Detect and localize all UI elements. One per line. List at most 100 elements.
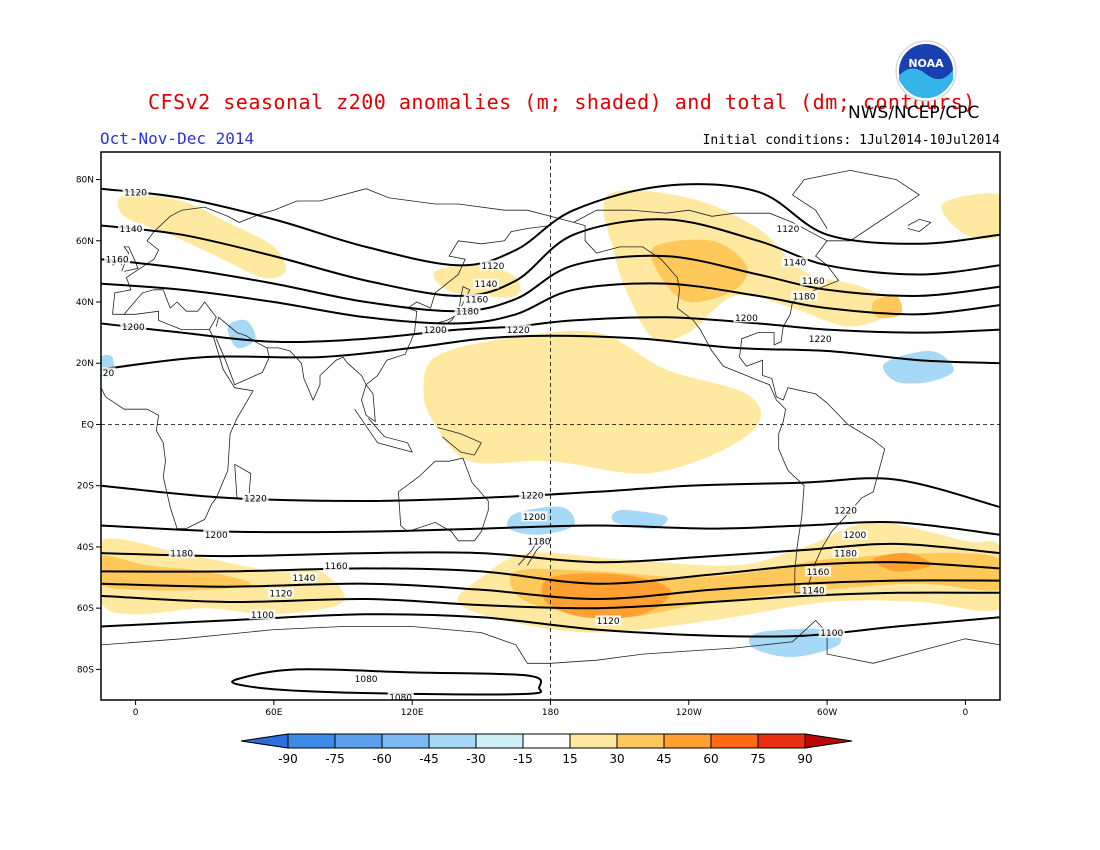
agency-label: NWS/NCEP/CPC bbox=[848, 103, 980, 123]
contour-label-bg bbox=[353, 673, 380, 684]
lat-label: 40S bbox=[77, 543, 94, 553]
colorbar: -90 -75 -60 -45 -30 -15 15 30 45 60 75 90 bbox=[240, 733, 853, 766]
coastline bbox=[398, 457, 489, 542]
contour-line bbox=[101, 561, 1000, 585]
colorbar-tick-label: -45 bbox=[419, 752, 439, 766]
lon-label: 120W bbox=[676, 708, 702, 718]
noaa-logo-icon: NOAA bbox=[895, 40, 957, 102]
coastline bbox=[112, 289, 217, 330]
contour-label-bg bbox=[104, 254, 131, 265]
contour-label-bg bbox=[117, 223, 144, 234]
contour-label: 1180 bbox=[793, 292, 816, 302]
contour-label: 1140 bbox=[120, 225, 143, 235]
contour-label-bg bbox=[203, 529, 230, 540]
colorbar-arrow-left bbox=[240, 733, 289, 749]
anomaly-region bbox=[941, 193, 1000, 240]
colorbar-tick-label: 15 bbox=[562, 752, 577, 766]
noaa-logo-text: NOAA bbox=[908, 57, 944, 70]
contour-label: 1140 bbox=[802, 586, 825, 596]
contour-label: 1220 bbox=[809, 335, 832, 345]
colorbar-tick-label: 30 bbox=[609, 752, 624, 766]
coastline bbox=[354, 408, 413, 453]
lat-label: 80N bbox=[76, 176, 94, 186]
season-label: Oct-Nov-Dec 2014 bbox=[100, 129, 255, 148]
contour-label-bg bbox=[101, 367, 116, 378]
coastline bbox=[101, 329, 254, 529]
contour-label-bg bbox=[290, 572, 317, 583]
contour-label-bg bbox=[249, 609, 276, 620]
coastline bbox=[101, 619, 1000, 664]
contour-line bbox=[101, 282, 1000, 325]
contour-label-bg bbox=[525, 535, 552, 546]
anomaly-region bbox=[117, 194, 286, 279]
map-axes: 80N 60N 40N 20N EQ 20S 40S 60S 80S 0 60E 120E 180 120… bbox=[76, 176, 969, 718]
coastline bbox=[112, 188, 574, 315]
contour-label: 1080 bbox=[355, 675, 378, 685]
contour-label-bg bbox=[807, 333, 834, 344]
coastlines bbox=[101, 169, 1000, 664]
lon-label: 0 bbox=[133, 708, 139, 718]
colorbar-swatch bbox=[757, 733, 806, 749]
contour-label-bg bbox=[454, 306, 481, 317]
contour-label-bg bbox=[791, 290, 818, 301]
contour-label-bg bbox=[122, 186, 149, 197]
anomaly-region bbox=[101, 555, 251, 591]
lat-label: 60S bbox=[77, 604, 94, 614]
colorbar-swatch bbox=[334, 733, 383, 749]
contour-label-bg bbox=[422, 324, 449, 335]
contour-label: 1160 bbox=[806, 568, 829, 578]
contour-label: 1220 bbox=[507, 326, 530, 336]
contour-label: 1120 bbox=[776, 225, 799, 235]
height-contours bbox=[101, 183, 1000, 696]
lon-label: 180 bbox=[542, 708, 559, 718]
contour-line bbox=[101, 521, 1000, 536]
contour-label-bg bbox=[595, 615, 622, 626]
coastline bbox=[791, 169, 921, 242]
contour-label-bg bbox=[387, 691, 414, 700]
contour-label: 1140 bbox=[783, 259, 806, 269]
colorbar-swatch bbox=[381, 733, 430, 749]
lon-label: 120E bbox=[401, 708, 424, 718]
lon-label: 60W bbox=[817, 708, 837, 718]
contour-label: 1180 bbox=[456, 308, 479, 318]
contour-label-bg bbox=[841, 529, 868, 540]
contour-label: 1140 bbox=[292, 574, 315, 584]
contour-label: 1100 bbox=[820, 629, 843, 639]
reference-lines bbox=[101, 152, 1000, 700]
colorbar-swatch bbox=[475, 733, 524, 749]
contour-label: 1120 bbox=[597, 617, 620, 627]
contour-label-bg bbox=[781, 257, 808, 268]
colorbar-swatch bbox=[428, 733, 477, 749]
coastline bbox=[121, 246, 139, 272]
anomaly-region bbox=[611, 510, 668, 529]
contour-label: 1220 bbox=[521, 491, 544, 501]
lon-label: 60E bbox=[265, 708, 282, 718]
coastline bbox=[435, 286, 471, 330]
contour-label: 1200 bbox=[424, 326, 447, 336]
contour-label-bg bbox=[521, 511, 548, 522]
contour-label-bg bbox=[168, 548, 195, 559]
colorbar-swatch bbox=[663, 733, 712, 749]
lat-label: 60N bbox=[76, 237, 94, 247]
contour-line bbox=[231, 668, 543, 696]
lat-label: 40N bbox=[76, 298, 94, 308]
contour-label: 1180 bbox=[834, 550, 857, 560]
coastline bbox=[437, 427, 482, 456]
contour-label: 1200 bbox=[205, 531, 228, 541]
coastline bbox=[267, 225, 551, 423]
contour-label: 1120 bbox=[269, 589, 292, 599]
colorbar-arrow-right bbox=[804, 733, 853, 749]
contour-label-bg bbox=[832, 548, 859, 559]
colorbar-swatch bbox=[616, 733, 665, 749]
anomaly-region bbox=[603, 190, 897, 342]
colorbar-swatch bbox=[710, 733, 759, 749]
contour-label: 1200 bbox=[843, 531, 866, 541]
contour-label-bg bbox=[505, 324, 532, 335]
initial-conditions-label: Initial conditions: 1Jul2014-10Jul2014 bbox=[702, 133, 1000, 148]
contour-label: 1160 bbox=[465, 295, 488, 305]
contour-label: 1120 bbox=[481, 262, 504, 272]
colorbar-tick-label: 90 bbox=[797, 752, 812, 766]
contour-label: 1220 bbox=[244, 494, 267, 504]
colorbar-tick-label: 60 bbox=[703, 752, 718, 766]
